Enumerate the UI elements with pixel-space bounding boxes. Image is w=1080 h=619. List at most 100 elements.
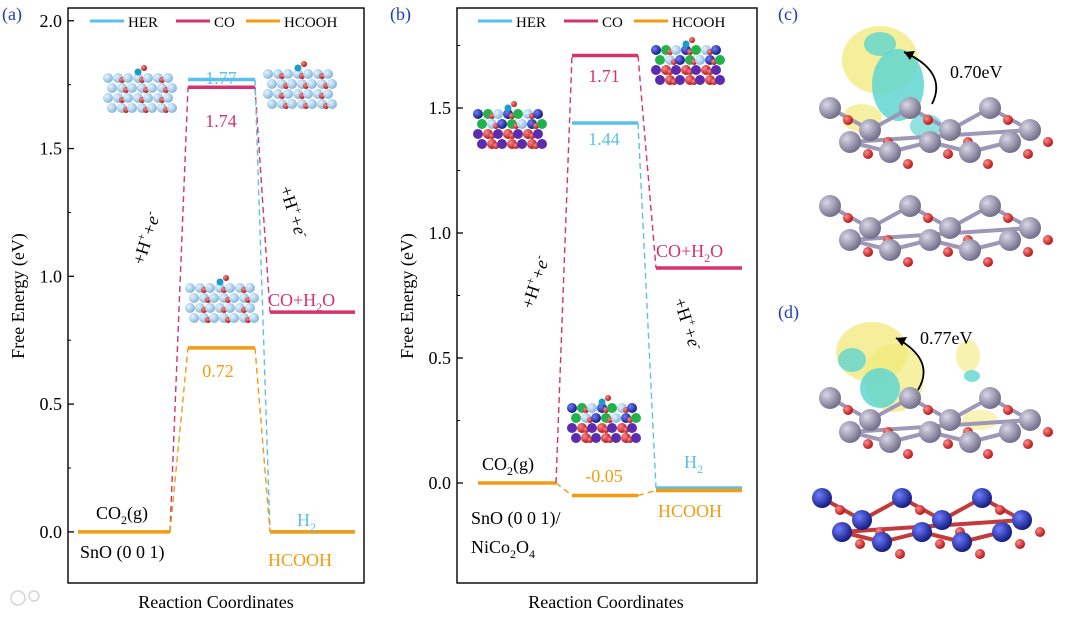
lattice-oxygen-atom — [843, 405, 853, 415]
lattice-metal-atom — [899, 195, 921, 217]
lattice-bond — [841, 518, 1023, 534]
lattice-metal-atom — [952, 532, 972, 552]
adsorbate-oxygen — [223, 275, 229, 281]
lattice-oxygen-atom — [943, 247, 953, 257]
adsorbate-oxygen — [689, 37, 695, 43]
lattice-oxygen-atom — [1003, 115, 1013, 125]
slab-atom — [651, 65, 661, 75]
legend-co-a: CO — [214, 15, 235, 31]
slab-atom — [225, 303, 235, 313]
slab-atom — [493, 109, 503, 119]
adsorbate-atom — [134, 68, 142, 76]
lattice-bond — [849, 226, 1031, 242]
lattice-metal-atom — [819, 387, 841, 409]
lattice-metal-atom — [872, 532, 892, 552]
connector-hcooh-2-a — [254, 347, 271, 532]
lattice-oxygen-atom — [983, 159, 993, 169]
slab-structure-b-final — [651, 37, 725, 85]
lattice-oxygen-atom — [863, 247, 873, 257]
energy-label-d: 0.77eV — [920, 328, 973, 348]
slab-atom — [189, 313, 199, 323]
slab-atom — [567, 423, 577, 433]
y-tick-label: 0.0 — [40, 522, 63, 542]
arrow-head-d — [896, 337, 907, 346]
y-ticks-b: 0.0 0.5 1.0 1.5 — [429, 45, 463, 493]
surface-label-b-line1: SnO (0 0 1)/ — [471, 508, 561, 529]
slab-atom — [477, 139, 487, 149]
panel-label-b: (b) — [390, 4, 411, 25]
lattice-oxygen-atom — [863, 439, 873, 449]
legend-a: HER CO HCOOH — [90, 15, 338, 31]
slab-structure-a-final — [263, 61, 337, 109]
slab-atom — [245, 303, 255, 313]
value-label-her-b: 1.44 — [588, 129, 620, 149]
x-axis-label-a: Reaction Coordinates — [138, 592, 293, 612]
slab-atom — [205, 283, 215, 293]
lattice-metal-atom — [912, 522, 932, 542]
slab-atom — [287, 79, 297, 89]
lattice-oxygen-atom — [1023, 439, 1033, 449]
slab-atom — [571, 433, 581, 443]
arrow-head-c — [904, 51, 915, 60]
lattice-metal-atom — [939, 119, 961, 141]
lattice-bond — [849, 128, 1031, 144]
slab-atom — [127, 103, 137, 113]
slab-atom — [103, 93, 113, 103]
slab-atom — [627, 423, 637, 433]
slab-atom — [245, 283, 255, 293]
slab-atom — [307, 99, 317, 109]
lattice-oxygen-atom — [835, 505, 845, 515]
lattice-oxygen-atom — [935, 539, 945, 549]
lattice-metal-atom — [852, 510, 872, 530]
slab-structure-b-initial — [473, 101, 547, 149]
value-label-hcooh-b: -0.05 — [585, 466, 623, 486]
lattice-oxygen-atom — [923, 115, 933, 125]
connector-co-1-a — [169, 87, 189, 532]
lattice-metal-atom — [839, 131, 861, 153]
slab-atom — [493, 129, 503, 139]
slab-atom — [303, 69, 313, 79]
co-end-label-b: CO+H2O — [656, 241, 723, 265]
panel-b: (b) Free Energy (eV) Reaction Coordinate… — [390, 4, 758, 612]
slab-atom — [611, 433, 621, 443]
connector-hcooh-1-b — [555, 482, 573, 497]
charge-density-cloud-d — [836, 322, 998, 430]
slab-atom — [167, 83, 177, 93]
lattice-metal-atom — [999, 229, 1021, 251]
lattice-metal-atom — [919, 229, 941, 251]
spin-density-cyan-d1 — [860, 368, 900, 408]
lattice-oxygen-atom — [975, 549, 985, 559]
lattice-oxygen-atom — [943, 439, 953, 449]
watermark-logo-icon — [10, 590, 26, 606]
slab-atom — [143, 73, 153, 83]
step2-label-b: +H++e- — [670, 295, 708, 353]
slab-atom — [567, 403, 577, 413]
slab-atom — [283, 69, 293, 79]
slab-atom — [323, 89, 333, 99]
slab-atom — [127, 83, 137, 93]
co-end-label-a: CO+H2O — [268, 290, 335, 314]
lattice-oxygen-atom — [1023, 247, 1033, 257]
plot-frame-a — [67, 7, 365, 584]
slab-atom — [715, 55, 725, 65]
slab-atom — [497, 119, 507, 129]
y-tick-label: 0.5 — [40, 394, 63, 414]
legend-her-b: HER — [516, 15, 546, 31]
lattice-oxygen-atom — [843, 213, 853, 223]
adsorbate-atom — [294, 64, 302, 72]
slab-atom — [327, 79, 337, 89]
slab-structure-b-intermediate — [567, 395, 641, 443]
lattice-oxygen-atom — [943, 149, 953, 159]
lattice-oxygen-atom — [855, 539, 865, 549]
slab-atom — [263, 89, 273, 99]
adsorbate-oxygen — [141, 65, 147, 71]
lattice-metal-atom — [879, 431, 901, 453]
lattice-metal-atom — [879, 239, 901, 261]
y-ticks-a: 0.0 0.5 1.0 1.5 2.0 — [40, 11, 74, 542]
connector-her-2-a — [254, 79, 271, 532]
sno-lattice-top-d — [819, 387, 1053, 459]
panel-a: (a) Free Energy (eV) Reaction Coordinate… — [2, 4, 365, 612]
slab-atom — [587, 403, 597, 413]
lattice-metal-atom — [939, 217, 961, 239]
slab-atom — [533, 129, 543, 139]
